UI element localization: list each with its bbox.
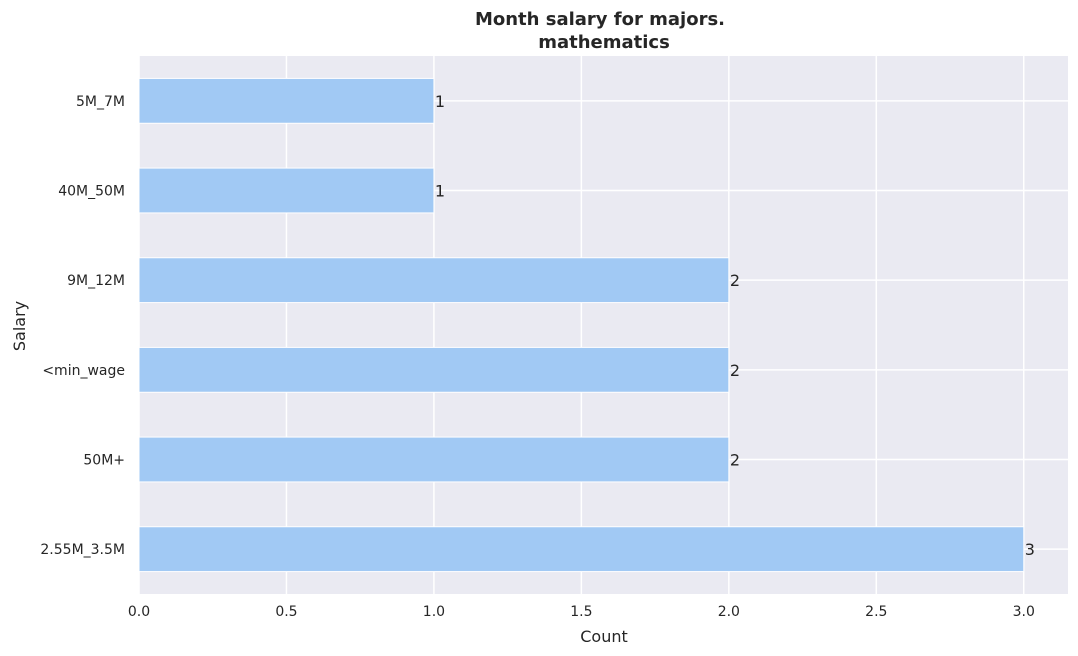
y-tick-label: 9M_12M bbox=[67, 273, 125, 289]
x-tick-label: 0.5 bbox=[275, 604, 297, 620]
bar-value-label: 3 bbox=[1025, 540, 1035, 559]
bar-value-label: 1 bbox=[435, 182, 445, 201]
bar bbox=[138, 257, 730, 304]
y-tick-label: 50M+ bbox=[83, 453, 125, 469]
x-tick-label: 1.5 bbox=[570, 604, 592, 620]
y-tick-label: <min_wage bbox=[42, 363, 125, 379]
chart-title-line-2: mathematics bbox=[538, 32, 670, 53]
bars bbox=[138, 77, 1025, 573]
y-axis-label: Salary bbox=[10, 301, 29, 351]
bar bbox=[138, 167, 435, 214]
y-tick-label: 5M_7M bbox=[76, 94, 125, 110]
x-tick-label: 1.0 bbox=[423, 604, 445, 620]
bar-value-label: 2 bbox=[730, 271, 740, 290]
bar-data-labels: 1 1 2 2 2 3 bbox=[435, 92, 1035, 559]
bar bbox=[138, 526, 1025, 573]
x-tick-label: 2.5 bbox=[865, 604, 887, 620]
bar bbox=[138, 436, 730, 483]
x-axis-label: Count bbox=[580, 627, 628, 646]
bar bbox=[138, 346, 730, 393]
plot-area bbox=[139, 56, 1068, 594]
y-tick-labels: 5M_7M 40M_50M 9M_12M <min_wage 50M+ 2.55M_3.5… bbox=[40, 94, 125, 558]
x-tick-label: 3.0 bbox=[1013, 604, 1035, 620]
y-tick-label: 2.55M_3.5M bbox=[40, 542, 125, 558]
x-tick-labels: 0.0 0.5 1.0 1.5 2.0 2.5 3.0 bbox=[128, 604, 1035, 620]
x-tick-label: 0.0 bbox=[128, 604, 150, 620]
y-tick-label: 40M_50M bbox=[58, 184, 125, 200]
x-tick-label: 2.0 bbox=[718, 604, 740, 620]
bar-value-label: 2 bbox=[730, 451, 740, 470]
bar-value-label: 1 bbox=[435, 92, 445, 111]
chart-title-line-1: Month salary for majors. bbox=[475, 9, 725, 30]
bar bbox=[138, 77, 435, 124]
bar-value-label: 2 bbox=[730, 361, 740, 380]
